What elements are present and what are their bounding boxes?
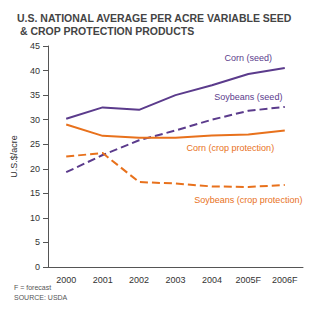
svg-text:40: 40 [30, 66, 40, 76]
svg-text:SOURCE: USDA: SOURCE: USDA [14, 294, 68, 301]
svg-text:2002: 2002 [129, 275, 149, 285]
svg-text:2004: 2004 [202, 275, 222, 285]
svg-text:2003: 2003 [165, 275, 185, 285]
svg-text:35: 35 [30, 90, 40, 100]
svg-text:Soybeans (crop protection): Soybeans (crop protection) [194, 195, 302, 205]
svg-text:30: 30 [30, 115, 40, 125]
svg-text:2005F: 2005F [236, 275, 262, 285]
svg-text:2006F: 2006F [272, 275, 298, 285]
svg-text:0: 0 [35, 262, 40, 272]
svg-text:Corn (crop protection): Corn (crop protection) [187, 143, 275, 153]
svg-text:Soybeans (seed): Soybeans (seed) [214, 92, 282, 102]
svg-text:U.S. NATIONAL AVERAGE PER ACRE: U.S. NATIONAL AVERAGE PER ACRE VARIABLE … [17, 12, 292, 24]
svg-text:2001: 2001 [93, 275, 113, 285]
svg-text:Corn (seed): Corn (seed) [225, 53, 273, 63]
svg-text:45: 45 [30, 41, 40, 51]
svg-text:5: 5 [35, 237, 40, 247]
svg-text:15: 15 [30, 188, 40, 198]
svg-text:F = forecast: F = forecast [14, 284, 51, 291]
svg-text:& CROP PROTECTION PRODUCTS: & CROP PROTECTION PRODUCTS [17, 25, 194, 37]
svg-text:2000: 2000 [56, 275, 76, 285]
svg-text:10: 10 [30, 213, 40, 223]
svg-text:U.S.$/acre: U.S.$/acre [9, 135, 19, 178]
svg-text:25: 25 [30, 139, 40, 149]
svg-text:20: 20 [30, 164, 40, 174]
